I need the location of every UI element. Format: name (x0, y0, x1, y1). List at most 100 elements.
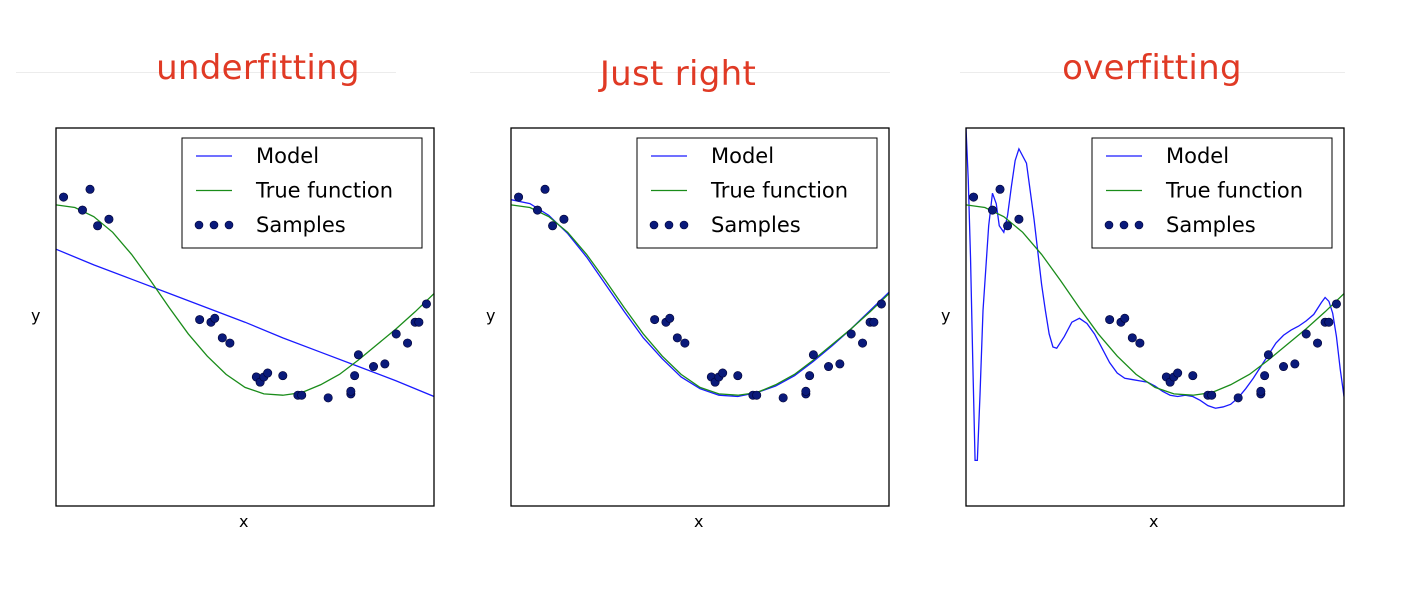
legend-swatch-marker (664, 220, 674, 230)
legend-swatch-marker (1134, 220, 1144, 230)
panel-title-overfitting: overfitting (1062, 48, 1242, 88)
sample-point (532, 205, 542, 215)
sample-point (805, 371, 815, 381)
chart-just-right: Model True function Samples (510, 127, 890, 507)
sample-point (59, 192, 69, 202)
plot-svg-overfitting: Model True function Samples (965, 127, 1345, 507)
series-line-model (511, 199, 889, 398)
sample-point (1135, 338, 1145, 348)
panel-title-just-right: Just right (599, 54, 757, 94)
sample-point (824, 362, 834, 372)
sample-point (391, 329, 401, 339)
sample-point (540, 184, 550, 194)
sample-point (1263, 350, 1273, 360)
sample-point (869, 317, 879, 327)
plot-frame (510, 127, 890, 507)
sample-point (1313, 338, 1323, 348)
sample-point (297, 390, 307, 400)
legend-label: Model (1166, 144, 1229, 168)
legend-swatch-marker (1104, 220, 1114, 230)
sample-point (835, 359, 845, 369)
header-divider (470, 72, 890, 73)
sample-point (1331, 299, 1341, 309)
sample-point (77, 205, 87, 215)
y-axis-label: y (31, 306, 41, 325)
series-line-model (56, 248, 434, 398)
sample-point (353, 350, 363, 360)
sample-point (323, 393, 333, 403)
sample-point (350, 371, 360, 381)
legend-swatch-marker (194, 220, 204, 230)
plot-frame (55, 127, 435, 507)
header-divider (960, 72, 1345, 73)
sample-point (1014, 214, 1024, 224)
sample-point (665, 313, 675, 323)
plot-svg-just-right: Model True function Samples (510, 127, 890, 507)
legend-label: True function (255, 179, 393, 203)
sample-point (225, 338, 235, 348)
legend: Model True function Samples (1091, 137, 1333, 249)
sample-point (969, 192, 979, 202)
sample-point (1233, 393, 1243, 403)
x-axis-label: x (694, 512, 704, 531)
series-line-true-function (56, 204, 434, 396)
legend-label: True function (710, 179, 848, 203)
sample-point (263, 368, 273, 378)
sample-point (369, 362, 379, 372)
sample-point (278, 371, 288, 381)
sample-point (801, 386, 811, 396)
x-axis-label: x (1149, 512, 1159, 531)
legend: Model True function Samples (181, 137, 423, 249)
sample-point (421, 299, 431, 309)
sample-point (1173, 368, 1183, 378)
legend-label: Samples (711, 213, 801, 237)
sample-point (514, 192, 524, 202)
sample-point (778, 393, 788, 403)
sample-point (1003, 221, 1013, 231)
legend-label: True function (1165, 179, 1303, 203)
legend: Model True function Samples (636, 137, 878, 249)
legend-label: Model (711, 144, 774, 168)
sample-point (548, 221, 558, 231)
legend-swatch-marker (224, 220, 234, 230)
legend-label: Samples (256, 213, 346, 237)
sample-point (1260, 371, 1270, 381)
sample-point (752, 390, 762, 400)
sample-point (85, 184, 95, 194)
y-axis-label: y (941, 306, 951, 325)
sample-point (733, 371, 743, 381)
sample-point (1207, 390, 1217, 400)
sample-point (995, 184, 1005, 194)
sample-point (346, 386, 356, 396)
legend-swatch-marker (679, 220, 689, 230)
legend-swatch-marker (209, 220, 219, 230)
legend-label: Model (256, 144, 319, 168)
sample-point (1188, 371, 1198, 381)
sample-point (876, 299, 886, 309)
sample-point (559, 214, 569, 224)
sample-point (672, 333, 682, 343)
chart-overfitting: Model True function Samples (965, 127, 1345, 507)
sample-point (1127, 333, 1137, 343)
sample-point (808, 350, 818, 360)
legend-swatch-marker (649, 220, 659, 230)
sample-point (846, 329, 856, 339)
sample-point (1105, 315, 1115, 325)
sample-point (987, 205, 997, 215)
panel-title-underfitting: underfitting (156, 48, 360, 88)
series-line-true-function (511, 204, 889, 396)
sample-point (858, 338, 868, 348)
plot-svg-underfitting: Model True function Samples (55, 127, 435, 507)
sample-point (718, 368, 728, 378)
sample-point (680, 338, 690, 348)
plot-frame (965, 127, 1345, 507)
sample-point (1324, 317, 1334, 327)
sample-point (1256, 386, 1266, 396)
sample-point (1279, 362, 1289, 372)
sample-point (104, 214, 114, 224)
sample-point (380, 359, 390, 369)
series-line-model (966, 128, 1344, 462)
y-axis-label: y (486, 306, 496, 325)
sample-point (403, 338, 413, 348)
header-divider (16, 72, 396, 73)
